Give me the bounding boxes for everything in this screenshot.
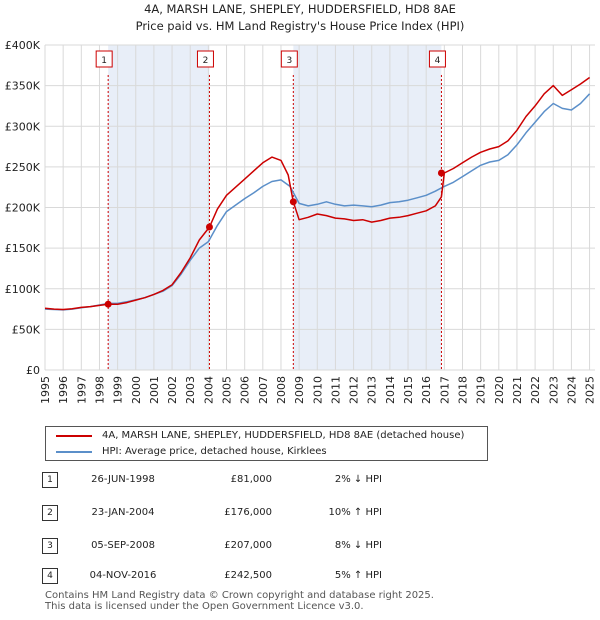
- x-tick-label: 2021: [511, 376, 524, 404]
- sale-label-border: [428, 50, 446, 68]
- x-tick-label: 2020: [493, 376, 506, 404]
- transaction-hpi-diff: 2% ↓ HPI: [334, 474, 382, 485]
- x-tick-label: 1997: [75, 376, 88, 404]
- x-tick-label: 2014: [384, 376, 397, 404]
- x-tick-label: 2005: [221, 376, 234, 404]
- sale-label-box: 1: [95, 50, 113, 68]
- x-tick-label: 2009: [293, 376, 306, 404]
- sale-point: [104, 300, 112, 308]
- x-tick-label: 2012: [348, 376, 361, 404]
- y-tick-label: £300K: [5, 120, 41, 133]
- transaction-number: 3: [42, 538, 58, 554]
- x-tick-label: 2010: [311, 376, 324, 404]
- x-tick-label: 2004: [202, 376, 215, 404]
- transaction-date: 23-JAN-2004: [91, 507, 155, 518]
- x-tick-label: 2006: [239, 376, 252, 404]
- table-row: 2 23-JAN-2004 £176,000 10% ↑ HPI: [42, 503, 462, 523]
- transaction-date: 26-JUN-1998: [91, 474, 155, 485]
- property-series-line: [44, 76, 591, 311]
- y-tick-label: £0: [26, 364, 40, 377]
- x-tick-label: 1998: [93, 376, 106, 404]
- x-tick-label: 2007: [257, 376, 270, 404]
- sale-label-border: [280, 50, 298, 68]
- x-tick-label: 2018: [456, 376, 469, 404]
- y-tick-label: £100K: [5, 283, 41, 296]
- x-tick-label: 1995: [39, 376, 52, 404]
- chart-title: 4A, MARSH LANE, SHEPLEY, HUDDERSFIELD, H…: [144, 2, 456, 16]
- y-tick-label: £200K: [5, 202, 41, 215]
- sale-label-box: 4: [428, 50, 446, 68]
- x-tick-label: 2013: [366, 376, 379, 404]
- x-tick-label: 2000: [130, 376, 143, 404]
- legend: 4A, MARSH LANE, SHEPLEY, HUDDERSFIELD, H…: [45, 426, 488, 461]
- legend-item-property: 4A, MARSH LANE, SHEPLEY, HUDDERSFIELD, H…: [56, 428, 464, 444]
- y-tick-label: £50K: [12, 323, 41, 336]
- x-tick-label: 2008: [275, 376, 288, 404]
- legend-swatch-property: [56, 435, 92, 437]
- footer-line-licence: This data is licensed under the Open Gov…: [45, 601, 364, 612]
- transaction-hpi-diff: 8% ↓ HPI: [334, 540, 382, 551]
- transaction-price: £242,500: [224, 570, 272, 581]
- transaction-date: 04-NOV-2016: [89, 570, 157, 581]
- footer-line-copyright: Contains HM Land Registry data © Crown c…: [45, 590, 434, 601]
- chart-subtitle: Price paid vs. HM Land Registry's House …: [136, 19, 465, 33]
- sale-label-number: 2: [203, 56, 209, 66]
- x-tick-label: 2017: [438, 376, 451, 404]
- transaction-number: 4: [42, 568, 58, 584]
- transaction-number: 1: [42, 472, 58, 488]
- legend-label-property: 4A, MARSH LANE, SHEPLEY, HUDDERSFIELD, H…: [102, 430, 465, 441]
- x-tick-label: 2015: [402, 376, 415, 404]
- x-tick-label: 2023: [547, 376, 560, 404]
- table-row: 3 05-SEP-2008 £207,000 8% ↓ HPI: [42, 536, 462, 556]
- sale-label-number: 3: [286, 56, 292, 66]
- sale-label-border: [95, 50, 113, 68]
- transaction-date: 05-SEP-2008: [91, 540, 155, 551]
- legend-item-hpi: HPI: Average price, detached house, Kirk…: [56, 444, 327, 460]
- x-tick-label: 1999: [112, 376, 125, 404]
- x-tick-label: 2022: [529, 376, 542, 404]
- transaction-hpi-diff: 10% ↑ HPI: [328, 507, 382, 518]
- y-tick-label: £400K: [5, 39, 41, 52]
- x-tick-label: 2011: [329, 376, 342, 404]
- x-tick-label: 2019: [475, 376, 488, 404]
- sale-label-box: 2: [196, 50, 214, 68]
- x-tick-label: 1996: [57, 376, 70, 404]
- sale-point: [205, 223, 213, 231]
- transaction-number: 2: [42, 505, 58, 521]
- transaction-hpi-diff: 5% ↑ HPI: [334, 570, 382, 581]
- price-chart: 4A, MARSH LANE, SHEPLEY, HUDDERSFIELD, H…: [5, 2, 597, 404]
- sale-label-number: 1: [101, 56, 107, 66]
- y-tick-label: £150K: [5, 242, 41, 255]
- legend-swatch-hpi: [56, 451, 92, 453]
- transaction-price: £176,000: [224, 507, 272, 518]
- legend-label-hpi: HPI: Average price, detached house, Kirk…: [102, 446, 327, 457]
- x-tick-label: 2025: [584, 376, 597, 404]
- sale-point: [437, 169, 445, 177]
- footer-attribution: Contains HM Land Registry data © Crown c…: [45, 590, 434, 612]
- x-tick-label: 2001: [148, 376, 161, 404]
- x-tick-label: 2016: [420, 376, 433, 404]
- sale-label-box: 3: [280, 50, 298, 68]
- sale-label-number: 4: [435, 56, 441, 66]
- sale-point: [289, 198, 297, 206]
- table-row: 1 26-JUN-1998 £81,000 2% ↓ HPI: [42, 470, 462, 490]
- x-tick-label: 2003: [184, 376, 197, 404]
- x-tick-label: 2002: [166, 376, 179, 404]
- y-tick-label: £250K: [5, 161, 41, 174]
- transaction-price: £81,000: [230, 474, 272, 485]
- sale-label-border: [196, 50, 214, 68]
- y-tick-label: £350K: [5, 80, 41, 93]
- table-row: 4 04-NOV-2016 £242,500 5% ↑ HPI: [42, 566, 462, 586]
- x-tick-label: 2024: [565, 376, 578, 404]
- transaction-price: £207,000: [224, 540, 272, 551]
